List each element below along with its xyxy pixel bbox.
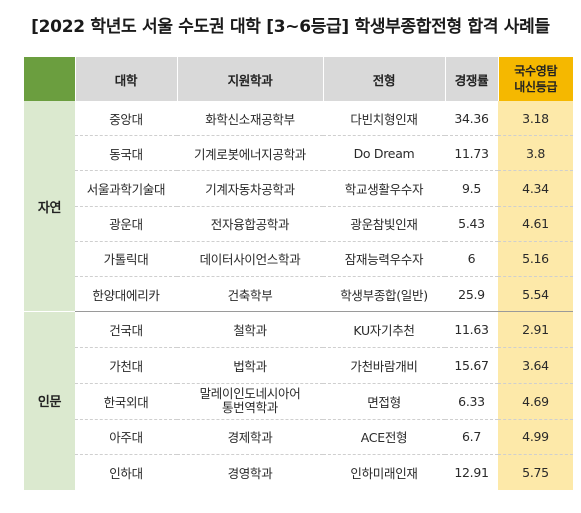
cell-grade: 2.91 <box>498 311 573 348</box>
cell-university: 동국대 <box>75 135 177 172</box>
cell-admission-type: 광운참빛인재 <box>323 206 445 242</box>
header-university: 대학 <box>74 57 177 101</box>
cell-grade: 4.69 <box>498 383 573 420</box>
cell-competition-rate: 11.73 <box>445 135 498 172</box>
header-grade-line1: 국수영탐 <box>514 64 558 78</box>
page-title: [2022 학년도 서울 수도권 대학 [3~6등급] 학생부종합전형 합격 사… <box>31 17 550 37</box>
table-row: 가톨릭대 데이터사이언스학과 잠재능력우수자 6 5.16 <box>24 241 573 277</box>
table-row: 한국외대 말레이인도네시아어 통번역학과 면접형 6.33 4.69 <box>24 383 573 420</box>
admission-table: 대학 지원학과 전형 경쟁률 국수영탐 내신등급 자연 중앙대 화학신소재공학부… <box>24 57 573 491</box>
cell-department-line1: 말레이인도네시아어 <box>199 386 301 402</box>
table-row: 자연 중앙대 화학신소재공학부 다빈치형인재 34.36 3.18 <box>24 101 573 313</box>
cell-competition-rate: 12.91 <box>454 465 489 481</box>
cell-department: 데이터사이언스학과 <box>177 241 323 277</box>
cell-department: 화학신소재공학부 <box>177 101 323 137</box>
cell-department: 철학과 <box>177 311 323 348</box>
cell-department: 경영학과 <box>227 466 273 482</box>
cell-university: 아주대 <box>75 419 177 456</box>
cell-university: 인하대 <box>109 466 143 482</box>
cell-university: 광운대 <box>75 206 177 242</box>
corner-cell <box>24 57 75 101</box>
cell-department: 전자융합공학과 <box>177 206 323 242</box>
cell-grade: 3.64 <box>498 347 573 384</box>
cell-admission-type: 다빈치형인재 <box>323 101 445 137</box>
cell-competition-rate: 25.9 <box>445 276 498 313</box>
table-row: 한양대에리카 건축학부 학생부종합(일반) 25.9 5.54 <box>24 276 573 313</box>
cell-department: 기계자동차공학과 <box>177 170 323 207</box>
cell-admission-type: 면접형 <box>323 383 445 420</box>
header-grade: 국수영탐 내신등급 <box>497 57 573 101</box>
cell-university: 한국외대 <box>75 383 177 420</box>
cell-university: 중앙대 <box>75 101 177 137</box>
cell-department-line2: 통번역학과 <box>221 400 278 416</box>
cell-admission-type: 인하미래인재 <box>350 466 418 482</box>
cell-admission-type: 학교생활우수자 <box>323 170 445 207</box>
cell-admission-type: ACE전형 <box>323 419 445 456</box>
cell-grade: 3.8 <box>498 135 573 172</box>
cell-grade: 4.61 <box>498 206 573 242</box>
cell-university: 건국대 <box>75 311 177 348</box>
table-row: 아주대 경제학과 ACE전형 6.7 4.99 <box>24 419 573 456</box>
cell-university: 가천대 <box>75 347 177 384</box>
header-grade-line2: 내신등급 <box>514 80 558 94</box>
cell-grade: 5.54 <box>498 276 573 313</box>
cell-grade: 4.34 <box>498 170 573 207</box>
cell-competition-rate: 6.33 <box>445 383 498 420</box>
table-row: 가천대 법학과 가천바람개비 15.67 3.64 <box>24 347 573 384</box>
cell-grade: 5.16 <box>498 241 573 277</box>
cell-department: 건축학부 <box>177 276 323 313</box>
cell-competition-rate: 9.5 <box>445 170 498 207</box>
header-competition-rate: 경쟁률 <box>444 57 498 101</box>
table-row: 동국대 기계로봇에너지공학과 Do Dream 11.73 3.8 <box>24 135 573 172</box>
cell-department: 말레이인도네시아어 통번역학과 <box>177 383 323 420</box>
table-header-row: 대학 지원학과 전형 경쟁률 국수영탐 내신등급 <box>24 57 573 101</box>
category-humanities: 인문 <box>24 311 75 491</box>
cell-university: 한양대에리카 <box>75 276 177 313</box>
cell-department: 경제학과 <box>177 419 323 456</box>
cell-admission-type: KU자기추천 <box>323 311 445 348</box>
table-row: 인하대 경영학과 인하미래인재 12.91 5.75 <box>24 454 573 491</box>
cell-admission-type: Do Dream <box>323 135 445 172</box>
cell-grade: 5.75 <box>498 454 573 491</box>
category-science: 자연 <box>24 101 75 313</box>
header-admission-type: 전형 <box>322 57 445 101</box>
cell-department: 법학과 <box>177 347 323 384</box>
cell-competition-rate: 34.36 <box>445 101 498 137</box>
cell-admission-type: 학생부종합(일반) <box>323 276 445 313</box>
table-row: 서울과학기술대 기계자동차공학과 학교생활우수자 9.5 4.34 <box>24 170 573 207</box>
cell-grade: 3.18 <box>498 101 573 137</box>
cell-competition-rate: 15.67 <box>445 347 498 384</box>
table-row: 광운대 전자융합공학과 광운참빛인재 5.43 4.61 <box>24 206 573 242</box>
cell-admission-type: 가천바람개비 <box>323 347 445 384</box>
cell-university: 서울과학기술대 <box>75 170 177 207</box>
cell-competition-rate: 5.43 <box>445 206 498 242</box>
cell-grade: 4.99 <box>498 419 573 456</box>
cell-competition-rate: 6 <box>445 241 498 277</box>
cell-competition-rate: 6.7 <box>445 419 498 456</box>
cell-competition-rate: 11.63 <box>445 311 498 348</box>
cell-university: 가톨릭대 <box>75 241 177 277</box>
cell-department: 기계로봇에너지공학과 <box>177 135 323 172</box>
header-department: 지원학과 <box>176 57 323 101</box>
cell-admission-type: 잠재능력우수자 <box>323 241 445 277</box>
table-row: 인문 건국대 철학과 KU자기추천 11.63 2.91 <box>24 311 573 491</box>
